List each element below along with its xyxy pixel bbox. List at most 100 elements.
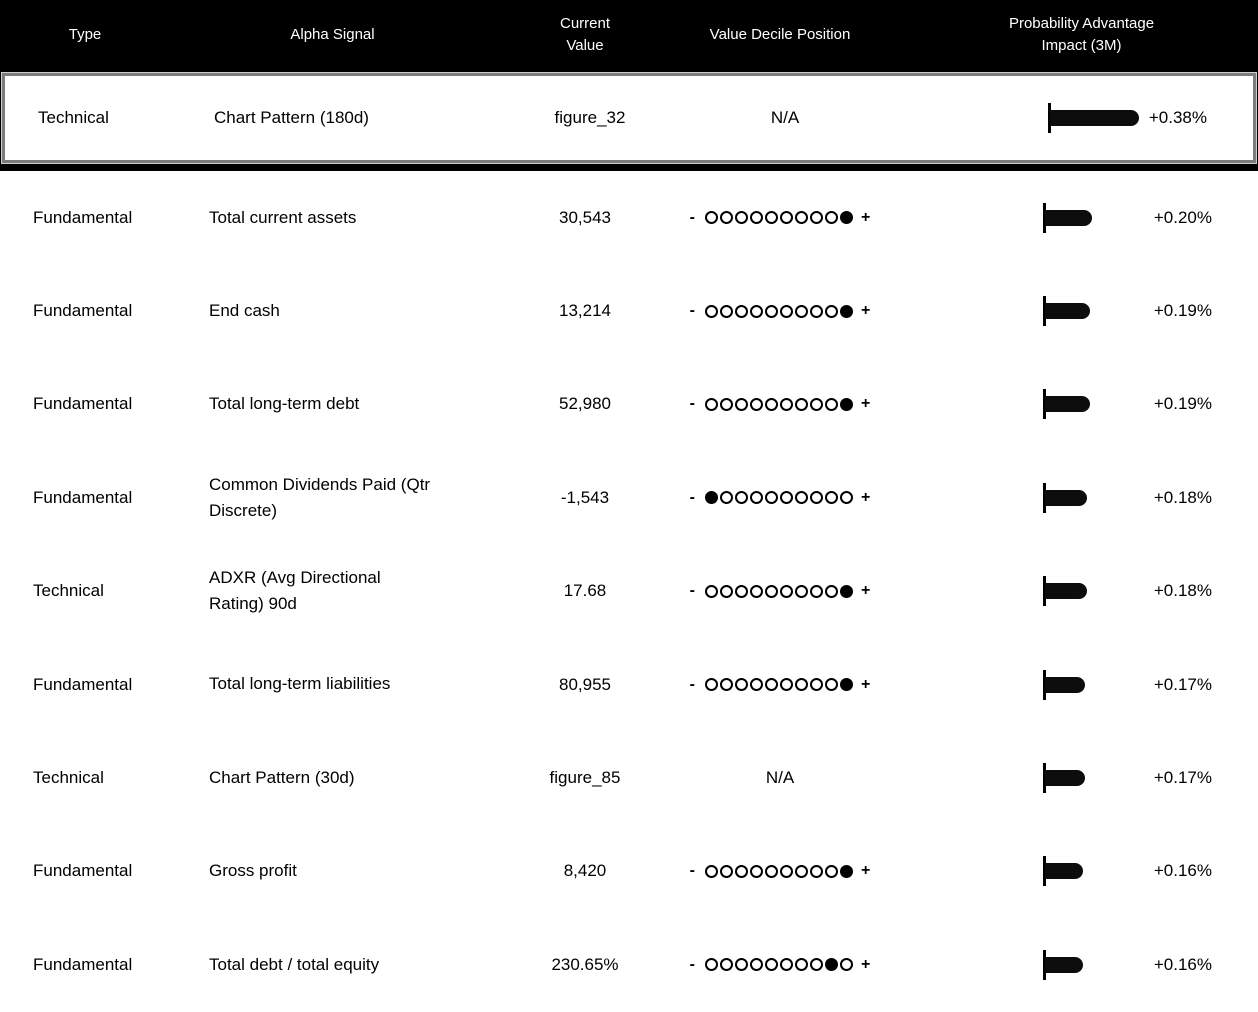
decile-cell: - + [675, 676, 885, 694]
decile-dot [809, 678, 823, 692]
selected-row-strip: Technical Chart Pattern (180d) figure_32… [0, 70, 1258, 171]
type-cell: Fundamental [33, 861, 133, 881]
decile-dot [779, 304, 793, 318]
table-row[interactable]: Fundamental Total long-term debt 52,980 … [0, 357, 1258, 452]
impact-bar-baseline [1043, 389, 1046, 420]
table-row[interactable]: Technical Chart Pattern (30d) figure_85 … [0, 731, 1258, 825]
decile-dot [704, 211, 718, 225]
decile-minus-label: - [689, 395, 695, 413]
impact-value: +0.17% [1153, 768, 1212, 788]
current-value-cell: 80,955 [559, 674, 611, 694]
decile-dot-filled [839, 584, 853, 598]
impact-cell: +0.17% [885, 638, 1258, 731]
impact-bar-baseline [1043, 856, 1046, 887]
decile-dot [809, 397, 823, 411]
decile-dot [704, 958, 718, 972]
decile-dot-filled [824, 958, 838, 972]
impact-bar-baseline [1043, 296, 1046, 327]
decile-dot [839, 491, 853, 505]
decile-dot [824, 864, 838, 878]
column-header-decile[interactable]: Value Decile Position [709, 26, 851, 44]
decile-cell: - + [675, 582, 885, 600]
table-row[interactable]: Fundamental Common Dividends Paid (Qtr D… [0, 451, 1258, 545]
current-value-cell: figure_85 [549, 768, 621, 788]
selected-row-card: Technical Chart Pattern (180d) figure_32… [1, 72, 1257, 164]
decile-dot [764, 958, 778, 972]
decile-cell: N/A [675, 768, 885, 788]
signal-cell: Total long-term liabilities [209, 674, 391, 694]
decile-minus-label: - [689, 582, 695, 600]
decile-dot [794, 211, 808, 225]
table-header: Type Alpha Signal Current Value Value De… [0, 0, 1258, 70]
decile-dot [764, 397, 778, 411]
table-row[interactable]: Fundamental Total debt / total equity 23… [0, 918, 1258, 1012]
decile-dot [719, 678, 733, 692]
decile-dot [734, 304, 748, 318]
decile-dot [764, 491, 778, 505]
decile-cell: - + [675, 489, 885, 507]
table-row[interactable]: Fundamental Gross profit 8,420 - + +0.16% [0, 824, 1258, 919]
column-header-type[interactable]: Type [68, 26, 102, 44]
current-value-cell: 13,214 [559, 301, 611, 321]
decile-dot [809, 958, 823, 972]
decile-dot [719, 864, 733, 878]
decile-dot [719, 584, 733, 598]
decile-dot [794, 678, 808, 692]
decile-dot [764, 584, 778, 598]
current-value-cell: 8,420 [563, 861, 607, 881]
decile-dot [809, 584, 823, 598]
impact-cell: +0.16% [885, 918, 1258, 1011]
impact-bar [1050, 110, 1139, 126]
table-row[interactable]: Technical ADXR (Avg Directional Rating) … [0, 544, 1258, 638]
decile-dot [824, 678, 838, 692]
decile-dot-filled [839, 304, 853, 318]
column-header-impact[interactable]: Probability Advantage Impact (3M) [1008, 15, 1155, 54]
type-cell: Fundamental [33, 954, 133, 974]
table-row[interactable]: Fundamental Total long-term liabilities … [0, 637, 1258, 732]
decile-dot [719, 397, 733, 411]
signal-cell: Total current assets [209, 207, 357, 227]
decile-na-label: N/A [770, 108, 800, 127]
table-row[interactable]: Technical Chart Pattern (180d) figure_32… [5, 76, 1253, 160]
column-header-signal[interactable]: Alpha Signal [290, 26, 375, 44]
decile-dot [809, 864, 823, 878]
signal-cell: Chart Pattern (30d) [209, 767, 355, 787]
type-cell: Technical [38, 108, 109, 127]
impact-bar-baseline [1043, 482, 1046, 513]
impact-bar [1045, 770, 1085, 787]
decile-cell: N/A [680, 108, 890, 128]
impact-bar-group [1043, 576, 1087, 607]
decile-dot [824, 491, 838, 505]
decile-dot [734, 211, 748, 225]
impact-cell: +0.20% [885, 171, 1258, 264]
decile-na-label: N/A [765, 768, 795, 788]
impact-cell: +0.38% [890, 76, 1253, 160]
decile-plus-label: + [860, 582, 871, 600]
impact-bar-group [1043, 296, 1090, 327]
decile-dot [809, 211, 823, 225]
impact-value: +0.20% [1153, 207, 1212, 227]
decile-dot [794, 397, 808, 411]
decile-dot [779, 678, 793, 692]
impact-value: +0.18% [1153, 487, 1212, 507]
current-value-cell: 17.68 [563, 581, 607, 601]
decile-plus-label: + [860, 488, 871, 506]
table-row[interactable]: Fundamental Total current assets 30,543 … [0, 171, 1258, 265]
decile-dot [824, 397, 838, 411]
decile-dot [719, 304, 733, 318]
decile-plus-label: + [860, 955, 871, 973]
impact-bar [1045, 676, 1085, 693]
decile-cell: - + [675, 302, 885, 320]
decile-dot [764, 864, 778, 878]
impact-bar-group [1043, 856, 1083, 887]
impact-value: +0.19% [1153, 394, 1212, 414]
type-cell: Technical [33, 581, 104, 601]
impact-bar [1045, 863, 1083, 880]
decile-dot [794, 491, 808, 505]
decile-minus-label: - [689, 955, 695, 973]
column-header-current-value[interactable]: Current Value [559, 15, 611, 54]
decile-dot-filled [839, 211, 853, 225]
table-row[interactable]: Fundamental End cash 13,214 - + +0.19% [0, 264, 1258, 358]
decile-plus-label: + [860, 208, 871, 226]
